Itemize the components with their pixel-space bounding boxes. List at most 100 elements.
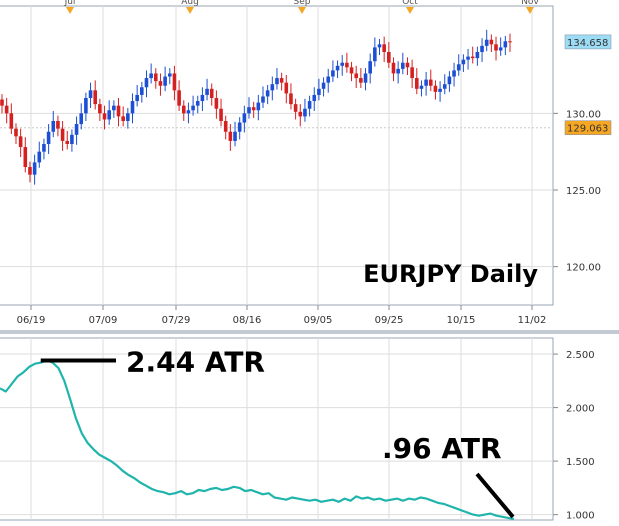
candle-body — [391, 62, 396, 74]
candle-body — [247, 107, 251, 114]
candle-body — [46, 131, 51, 144]
candle-body — [177, 90, 181, 106]
candle-body — [503, 41, 508, 48]
candle-body — [223, 121, 228, 132]
candle-body — [438, 88, 442, 92]
candle-body — [317, 88, 321, 95]
candle-body — [293, 104, 298, 112]
candle-body — [74, 124, 79, 135]
month-marker-icon — [298, 7, 306, 14]
atr-y-tick-label: 1.000 — [566, 511, 595, 522]
candle-body — [461, 59, 466, 65]
price-marker-label: 134.658 — [567, 38, 608, 49]
candle-body — [265, 90, 270, 97]
candle-body — [410, 67, 414, 79]
candle-body — [93, 90, 98, 105]
atr-y-tick-label: 2.000 — [566, 404, 595, 415]
candle-body — [79, 113, 84, 125]
candle-body — [88, 90, 93, 98]
candle-body — [377, 44, 382, 48]
atr-pane: 1.000 1.500 2.000 2.500 2.44 ATR .96 ATR — [0, 337, 595, 522]
candle-body — [60, 128, 65, 141]
candle-body — [270, 84, 275, 91]
atr-y-tick-label: 2.500 — [566, 350, 595, 361]
candle-body — [312, 94, 317, 102]
candle-body — [237, 122, 242, 132]
atr-y-tick-label: 1.500 — [566, 457, 595, 468]
candle-body — [289, 93, 293, 105]
candle-body — [163, 76, 167, 86]
candle-body — [489, 39, 494, 45]
candle-body — [484, 39, 489, 46]
candle-body — [70, 134, 74, 144]
y-tick-label: 130.00 — [566, 109, 601, 120]
candle-body — [140, 87, 144, 95]
candle-body — [233, 131, 237, 141]
candle-body — [18, 136, 23, 148]
candle-body — [373, 47, 377, 62]
candle-body — [102, 113, 107, 120]
candle-body — [251, 107, 256, 111]
candle-body — [475, 52, 480, 59]
candle-body — [261, 96, 265, 103]
x-tick-label: 10/15 — [447, 315, 476, 326]
candle-body — [466, 56, 470, 60]
candle-body — [275, 78, 279, 85]
candle-body — [51, 121, 56, 132]
candle-body — [65, 140, 70, 144]
candle-body — [345, 62, 349, 68]
candle-body — [28, 167, 32, 175]
candle-body — [433, 85, 438, 92]
candle-body — [167, 73, 172, 77]
candle-body — [298, 111, 303, 117]
month-label: Aug — [181, 0, 199, 7]
x-tick-label: 06/19 — [17, 315, 46, 326]
candle-body — [321, 82, 326, 89]
chart-title: EURJPY Daily — [363, 260, 538, 288]
candle-body — [508, 41, 512, 43]
pane-separator — [0, 330, 619, 334]
candle-body — [419, 85, 424, 89]
candle-body — [424, 79, 428, 86]
candle-body — [112, 105, 116, 111]
month-marker-icon — [526, 7, 534, 14]
candle-body — [340, 62, 345, 66]
candle-body — [42, 144, 46, 152]
candle-body — [470, 56, 475, 59]
atr-end-pointer — [475, 472, 515, 519]
x-tick-label: 07/29 — [162, 315, 191, 326]
candle-body — [303, 108, 307, 117]
candle-body — [219, 108, 223, 121]
candle-body — [242, 113, 247, 123]
month-marker-icon — [186, 7, 194, 14]
candle-body — [228, 131, 233, 141]
price-pane: 06/19 07/09 07/29 08/16 09/05 09/25 10/15 11/02… — [0, 0, 619, 334]
x-tick-label: 07/09 — [89, 315, 118, 326]
candle-body — [149, 73, 153, 79]
candle-body — [195, 101, 200, 106]
candle-body — [307, 101, 312, 109]
candle-body — [401, 62, 405, 69]
candle-body — [172, 73, 177, 91]
price-marker-box — [564, 120, 612, 135]
candle-body — [209, 88, 214, 98]
candle-body — [405, 62, 410, 68]
candle-body — [158, 81, 163, 86]
candle-body — [494, 44, 498, 51]
candle-body — [37, 151, 42, 163]
candle-body — [396, 68, 400, 74]
candle-body — [23, 147, 28, 167]
candle-body — [452, 70, 456, 77]
y-tick-label: 125.00 — [566, 186, 601, 197]
month-label: Nov — [521, 0, 539, 7]
candle-body — [14, 128, 18, 137]
candle-body — [335, 65, 340, 71]
candle-body — [130, 101, 135, 114]
price-marker-label: 129.063 — [567, 124, 608, 135]
candle-body — [191, 105, 195, 111]
atr-peak-annotation: 2.44 ATR — [126, 345, 265, 378]
month-marker-icon — [66, 7, 74, 14]
candle-body — [447, 76, 452, 85]
candle-body — [135, 94, 139, 102]
candle-body — [414, 78, 419, 89]
